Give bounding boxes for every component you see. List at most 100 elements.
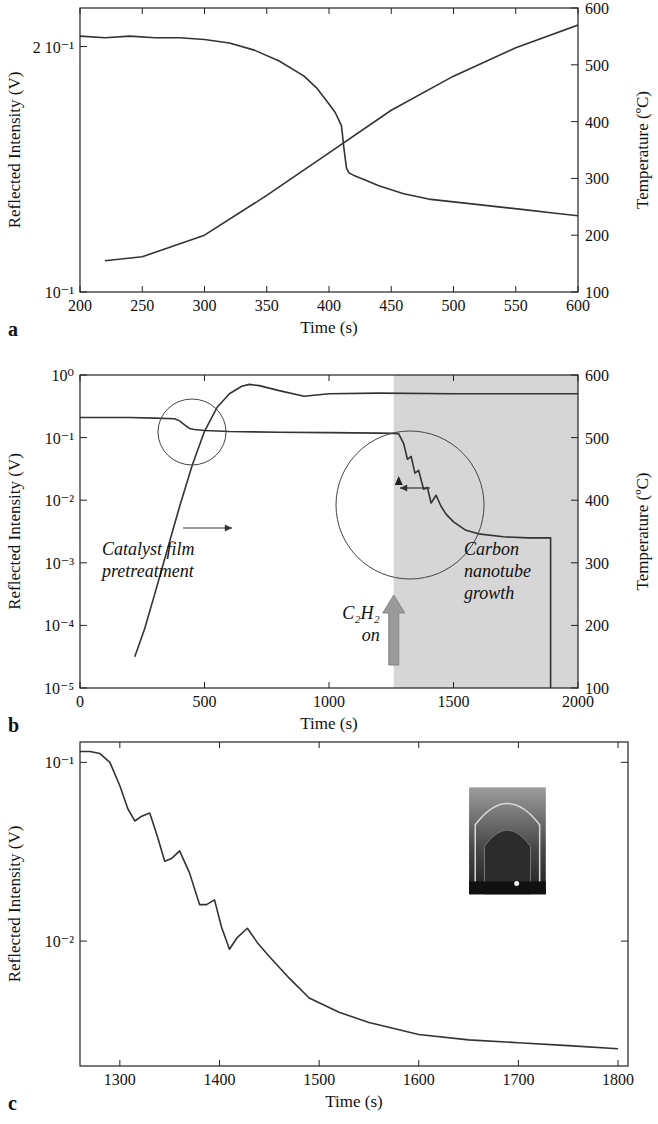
x-tick bbox=[204, 375, 205, 381]
x-tick bbox=[453, 682, 454, 688]
y-tick bbox=[80, 625, 87, 626]
y-tick-label: 10⁻² bbox=[45, 933, 74, 950]
annotation-line: nanotube bbox=[464, 561, 531, 581]
plot-area bbox=[80, 375, 578, 688]
y2-tick-label: 200 bbox=[585, 227, 609, 244]
y2-tick bbox=[571, 625, 578, 626]
arrow-head bbox=[225, 525, 232, 532]
series-line bbox=[105, 25, 578, 261]
y2-tick-label: 600 bbox=[585, 367, 609, 384]
y-tick-label: 2 10⁻¹ bbox=[33, 39, 74, 56]
x-tick bbox=[142, 286, 143, 292]
panel-letter: a bbox=[8, 318, 18, 340]
y2-tick-label: 300 bbox=[585, 170, 609, 187]
y2-tick-label: 400 bbox=[585, 114, 609, 131]
x-axis-title: Time (s) bbox=[300, 318, 357, 337]
x-tick bbox=[119, 1060, 120, 1066]
series-line bbox=[135, 384, 578, 656]
x-tick-label: 550 bbox=[504, 297, 528, 314]
x-tick bbox=[391, 286, 392, 292]
y-axis-title: Reflected Intensity (V) bbox=[5, 453, 24, 610]
figure: 20025030035040045050055060010⁻¹2 10⁻¹100… bbox=[0, 0, 658, 1124]
plot-area bbox=[80, 752, 618, 1049]
y2-tick-label: 400 bbox=[585, 492, 609, 509]
y2-tick-label: 500 bbox=[585, 430, 609, 447]
x-tick bbox=[219, 1060, 220, 1066]
annotation-line: C₂H₂ bbox=[342, 603, 380, 623]
x-tick-label: 1300 bbox=[104, 1071, 136, 1088]
y2-tick bbox=[571, 500, 578, 501]
x-tick bbox=[453, 286, 454, 292]
y2-tick bbox=[571, 178, 578, 179]
x-tick bbox=[329, 682, 330, 688]
y2-axis-title: Temperature (ºC) bbox=[633, 473, 652, 591]
series-line bbox=[80, 417, 551, 688]
panel-letter: c bbox=[8, 1092, 17, 1114]
caret bbox=[395, 476, 403, 485]
plot-area bbox=[80, 25, 578, 261]
inset-arc bbox=[475, 803, 539, 894]
x-axis-title: Time (s) bbox=[300, 714, 357, 733]
y2-tick-label: 300 bbox=[585, 555, 609, 572]
annotation-line: Carbon bbox=[464, 539, 519, 559]
x-tick-label: 1000 bbox=[313, 693, 345, 710]
arrow-head bbox=[400, 485, 407, 492]
y2-tick bbox=[571, 64, 578, 65]
series-line bbox=[80, 36, 578, 216]
plot-frame bbox=[80, 375, 578, 688]
y-tick-label: 10⁻³ bbox=[45, 555, 74, 572]
annotation-line: on bbox=[362, 625, 380, 645]
y-tick bbox=[80, 500, 87, 501]
x-tick-label: 500 bbox=[442, 297, 466, 314]
plot-frame bbox=[80, 742, 628, 1066]
gas-on-arrow bbox=[383, 595, 405, 665]
annotation-layer: Catalyst filmpretreatmentCarbonnanotubeg… bbox=[100, 399, 531, 665]
x-tick bbox=[319, 742, 320, 748]
y2-tick-label: 600 bbox=[585, 0, 609, 17]
x-tick-label: 1800 bbox=[602, 1071, 634, 1088]
x-tick-label: 0 bbox=[76, 693, 84, 710]
x-tick-label: 250 bbox=[130, 297, 154, 314]
panel-letter: b bbox=[8, 714, 19, 736]
x-tick-label: 450 bbox=[379, 297, 403, 314]
y-tick-label: 10⁻² bbox=[45, 492, 74, 509]
x-tick bbox=[319, 1060, 320, 1066]
highlight-circle bbox=[336, 431, 484, 579]
x-tick bbox=[618, 1060, 619, 1066]
annotation: Carbonnanotubegrowth bbox=[464, 539, 531, 603]
x-tick bbox=[142, 8, 143, 14]
inset-glint bbox=[514, 881, 519, 886]
x-tick-label: 1700 bbox=[502, 1071, 534, 1088]
x-tick-label: 1500 bbox=[303, 1071, 335, 1088]
x-tick-label: 400 bbox=[317, 297, 341, 314]
x-tick bbox=[329, 286, 330, 292]
x-tick bbox=[266, 8, 267, 14]
series-line bbox=[80, 752, 618, 1049]
annotation-line: growth bbox=[464, 583, 514, 603]
y-tick-label: 10⁰ bbox=[52, 367, 74, 384]
y-tick bbox=[621, 762, 628, 763]
y-tick-label: 10⁻⁵ bbox=[44, 680, 74, 697]
y-tick bbox=[80, 46, 87, 47]
y-tick-label: 10⁻⁴ bbox=[44, 617, 74, 634]
x-tick bbox=[518, 742, 519, 748]
y-axis-title: Reflected Intensity (V) bbox=[5, 72, 24, 229]
x-tick bbox=[204, 286, 205, 292]
y-tick bbox=[80, 437, 87, 438]
x-tick-label: 1500 bbox=[438, 693, 470, 710]
annotation-line: Catalyst film bbox=[102, 539, 195, 559]
x-tick bbox=[329, 8, 330, 14]
x-tick-label: 1600 bbox=[403, 1071, 435, 1088]
y2-axis-title: Temperature (ºC) bbox=[633, 91, 652, 209]
x-tick-label: 500 bbox=[193, 693, 217, 710]
x-tick bbox=[329, 375, 330, 381]
x-tick bbox=[515, 286, 516, 292]
x-tick-label: 1400 bbox=[203, 1071, 235, 1088]
panel: 13001400150016001700180010⁻¹10⁻²Time (s)… bbox=[5, 742, 634, 1114]
y2-tick bbox=[571, 437, 578, 438]
y-tick-label: 10⁻¹ bbox=[45, 430, 74, 447]
highlight-circle bbox=[158, 399, 226, 465]
ticks bbox=[80, 742, 628, 1066]
y2-tick bbox=[571, 562, 578, 563]
arrow-shaft bbox=[183, 527, 232, 528]
